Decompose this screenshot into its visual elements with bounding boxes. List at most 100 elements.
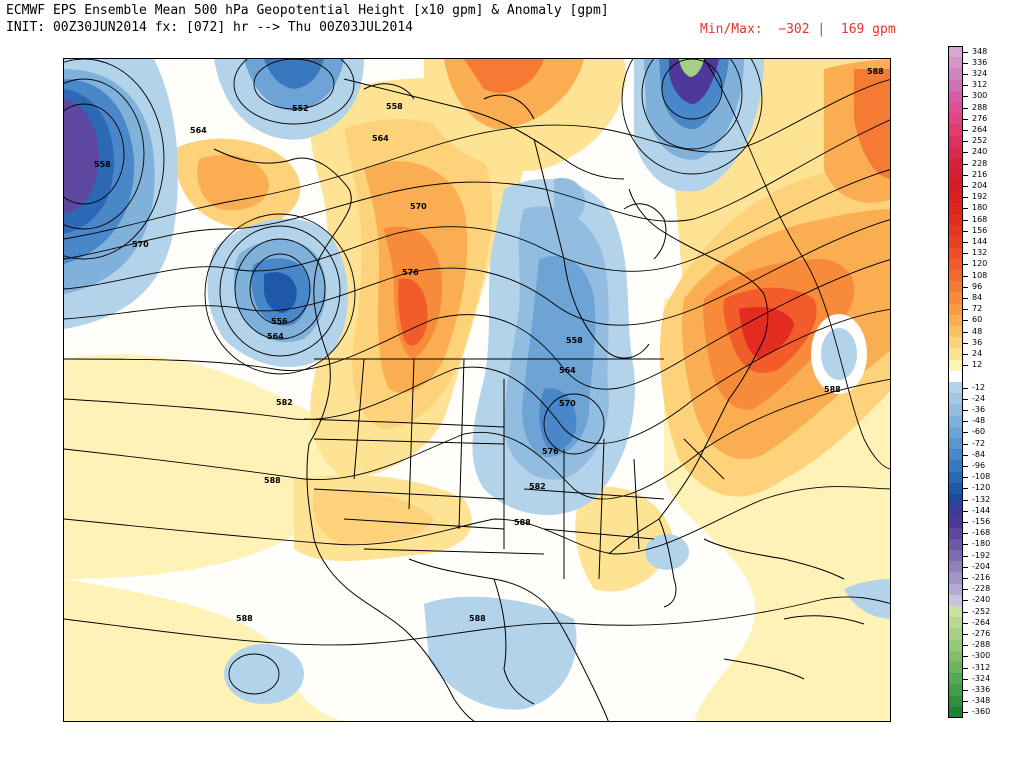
contour-label: 558 [386, 102, 403, 111]
colorbar-label: 348 [972, 46, 988, 56]
colorbar-swatch [948, 68, 963, 80]
contour-label: 558 [566, 336, 583, 345]
colorbar-tick [963, 354, 968, 355]
contour-label: 552 [292, 104, 309, 113]
colorbar-tick [963, 197, 968, 199]
colorbar-label: -108 [972, 472, 991, 482]
colorbar-swatch [948, 191, 963, 203]
colorbar-label: -132 [972, 494, 991, 504]
colorbar-swatch [948, 247, 963, 259]
colorbar-label: -264 [972, 617, 991, 627]
colorbar-label: 276 [972, 113, 988, 123]
colorbar-tick [963, 62, 968, 64]
colorbar-tick [963, 443, 968, 445]
contour-label: 558 [94, 160, 111, 169]
colorbar-label: 228 [972, 158, 988, 168]
colorbar-label: -72 [972, 438, 986, 448]
colorbar-tick [963, 186, 968, 187]
colorbar-tick [963, 611, 968, 613]
colorbar-swatch [948, 382, 963, 394]
colorbar-label: -192 [972, 550, 991, 560]
init-forecast-line: INIT: 00Z30JUN2014 fx: [072] hr --> Thu … [6, 20, 413, 35]
colorbar-tick [963, 510, 968, 512]
colorbar-tick [963, 544, 968, 546]
colorbar-swatch [948, 113, 963, 125]
colorbar-label: 288 [972, 102, 988, 112]
colorbar-swatch [948, 561, 963, 573]
colorbar-swatch [948, 359, 963, 371]
colorbar-swatch [948, 550, 963, 562]
colorbar-tick [963, 645, 968, 647]
colorbar-tick [963, 555, 968, 557]
colorbar-swatch [948, 639, 963, 651]
contour-label: 588 [469, 614, 486, 623]
colorbar-tick [963, 208, 968, 210]
colorbar-label: -324 [972, 673, 991, 683]
colorbar-tick [963, 522, 968, 523]
colorbar-swatch [948, 90, 963, 102]
colorbar-tick [963, 365, 968, 367]
colorbar-swatch [948, 281, 963, 293]
colorbar-label: 324 [972, 69, 988, 78]
colorbar-label: -312 [972, 662, 991, 672]
colorbar-tick [963, 275, 968, 277]
colorbar-label: 48 [972, 326, 983, 336]
colorbar-label: 192 [972, 192, 988, 202]
contour-label: 582 [276, 398, 293, 407]
colorbar-label: 168 [972, 214, 988, 224]
colorbar-swatch [948, 583, 963, 595]
colorbar-swatch [948, 673, 963, 685]
contour-label: 564 [190, 126, 207, 135]
colorbar-swatch [948, 538, 963, 550]
colorbar-swatch [948, 236, 963, 248]
colorbar-label: 312 [972, 80, 988, 90]
colorbar-swatch [948, 158, 963, 170]
colorbar-label: 204 [972, 181, 988, 190]
colorbar-swatch [948, 314, 963, 326]
colorbar-label: -252 [972, 606, 991, 616]
colorbar-label: 132 [972, 248, 988, 258]
contour-label: 588 [867, 67, 884, 76]
colorbar-label: 264 [972, 125, 988, 134]
colorbar-label: -144 [972, 505, 991, 515]
colorbar-label: 108 [972, 270, 988, 280]
colorbar-label: 24 [972, 349, 983, 358]
colorbar-tick [963, 533, 968, 535]
colorbar-swatch [948, 180, 963, 192]
colorbar-label: 336 [972, 57, 988, 67]
colorbar-swatch [948, 292, 963, 304]
colorbar-swatch [948, 494, 963, 506]
colorbar-label: -204 [972, 561, 991, 571]
colorbar-tick [963, 589, 968, 591]
colorbar-tick [963, 74, 968, 75]
colorbar-tick [963, 219, 968, 221]
colorbar-swatch [948, 460, 963, 472]
colorbar-swatch [948, 426, 963, 438]
colorbar-swatch [948, 135, 963, 147]
colorbar-swatch [948, 527, 963, 539]
colorbar-tick [963, 253, 968, 255]
contour-label: 570 [559, 399, 576, 408]
colorbar-tick [963, 454, 968, 456]
colorbar-label: 216 [972, 169, 988, 179]
contour-labels: 552 558 564 564 558 570 570 576 556 564 … [94, 67, 884, 623]
colorbar-label: -168 [972, 528, 991, 538]
colorbar-swatch [948, 393, 963, 405]
contour-label: 564 [267, 332, 284, 341]
colorbar-swatch [948, 348, 963, 360]
colorbar-label: 240 [972, 147, 988, 157]
colorbar-swatch [948, 169, 963, 181]
colorbar-swatch [948, 225, 963, 237]
height-contours [64, 59, 890, 695]
colorbar-swatch [948, 684, 963, 696]
coastlines-borders [213, 78, 865, 721]
contour-label: 588 [236, 614, 253, 623]
colorbar-swatch [948, 270, 963, 282]
colorbar-tick [963, 701, 968, 703]
colorbar-tick [963, 130, 968, 131]
colorbar-label: -156 [972, 517, 991, 526]
contour-label: 564 [559, 366, 576, 375]
colorbar-tick [963, 622, 968, 624]
colorbar-swatch [948, 505, 963, 517]
colorbar-tick [963, 174, 968, 176]
